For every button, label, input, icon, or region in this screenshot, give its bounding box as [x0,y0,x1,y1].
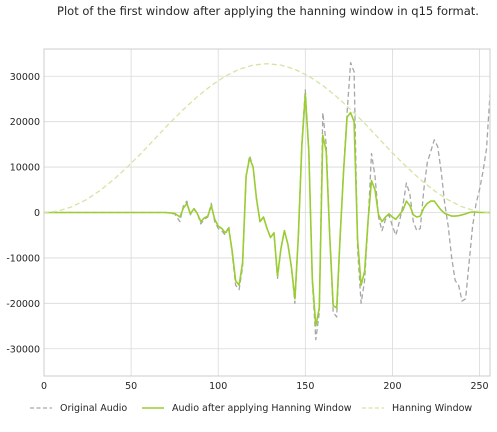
y-tick-label: -20000 [6,299,40,310]
y-tick-label: -30000 [6,344,40,355]
series-line-2 [44,94,490,326]
x-tick-label: 250 [470,381,488,392]
x-tick-label: 100 [209,381,227,392]
legend-label-3: Hanning Window [392,403,472,414]
legend-label-2: Audio after applying Hanning Window [172,403,352,414]
axis-tick-labels: 0 50 100 150 200 250 -30000 -20000 -10000 0 10000 2… [6,72,488,392]
series-line-3 [44,64,490,213]
y-tick-label: -10000 [6,253,40,264]
x-tick-label: 200 [383,381,401,392]
series-line-1 [44,63,490,340]
legend: Original Audio Audio after applying Hanni… [30,403,472,414]
x-tick-label: 150 [296,381,314,392]
x-tick-label: 50 [125,381,137,392]
y-tick-label: 30000 [10,72,40,83]
chart-title: Plot of the first window after applying … [57,4,479,18]
y-tick-label: 10000 [10,163,40,174]
series-lines [44,63,490,340]
legend-label-1: Original Audio [60,403,127,414]
y-tick-label: 20000 [10,117,40,128]
y-tick-label: 0 [34,208,40,219]
x-tick-label: 0 [41,381,47,392]
